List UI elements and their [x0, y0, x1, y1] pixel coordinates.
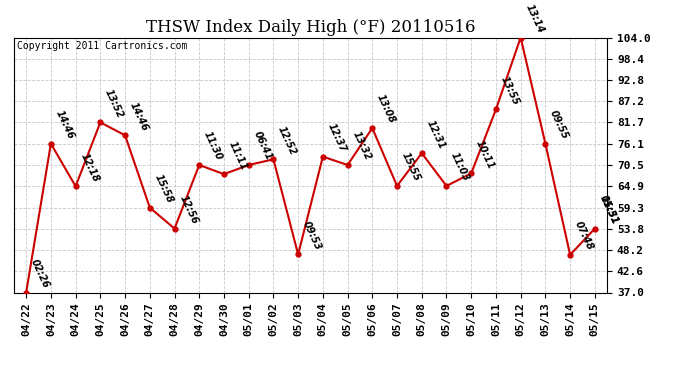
Text: 13:32: 13:32 — [351, 130, 373, 162]
Text: 07:48: 07:48 — [573, 220, 595, 252]
Text: 11:11: 11:11 — [227, 139, 249, 171]
Text: 11:03: 11:03 — [449, 151, 471, 183]
Text: 02:26: 02:26 — [29, 258, 51, 290]
Text: 14:46: 14:46 — [128, 100, 150, 132]
Text: 12:18: 12:18 — [79, 152, 101, 183]
Text: 13:08: 13:08 — [375, 93, 397, 125]
Text: 05:31: 05:31 — [598, 194, 620, 226]
Text: 13:55: 13:55 — [499, 75, 521, 106]
Title: THSW Index Daily High (°F) 20110516: THSW Index Daily High (°F) 20110516 — [146, 19, 475, 36]
Text: 12:31: 12:31 — [424, 118, 446, 150]
Text: 15:55: 15:55 — [400, 151, 422, 183]
Text: 14:46: 14:46 — [54, 109, 76, 141]
Text: 11:51: 11:51 — [598, 194, 620, 226]
Text: 15:58: 15:58 — [152, 172, 175, 205]
Text: 12:37: 12:37 — [326, 122, 348, 154]
Text: 12:52: 12:52 — [276, 124, 298, 156]
Text: 12:56: 12:56 — [177, 194, 199, 226]
Text: 10:11: 10:11 — [474, 138, 496, 171]
Text: Copyright 2011 Cartronics.com: Copyright 2011 Cartronics.com — [17, 41, 187, 51]
Text: 13:52: 13:52 — [103, 87, 125, 120]
Text: 09:53: 09:53 — [301, 219, 323, 252]
Text: 11:30: 11:30 — [202, 130, 224, 162]
Text: 06:41: 06:41 — [251, 130, 273, 162]
Text: 13:14: 13:14 — [524, 3, 546, 35]
Text: 09:55: 09:55 — [548, 109, 570, 141]
